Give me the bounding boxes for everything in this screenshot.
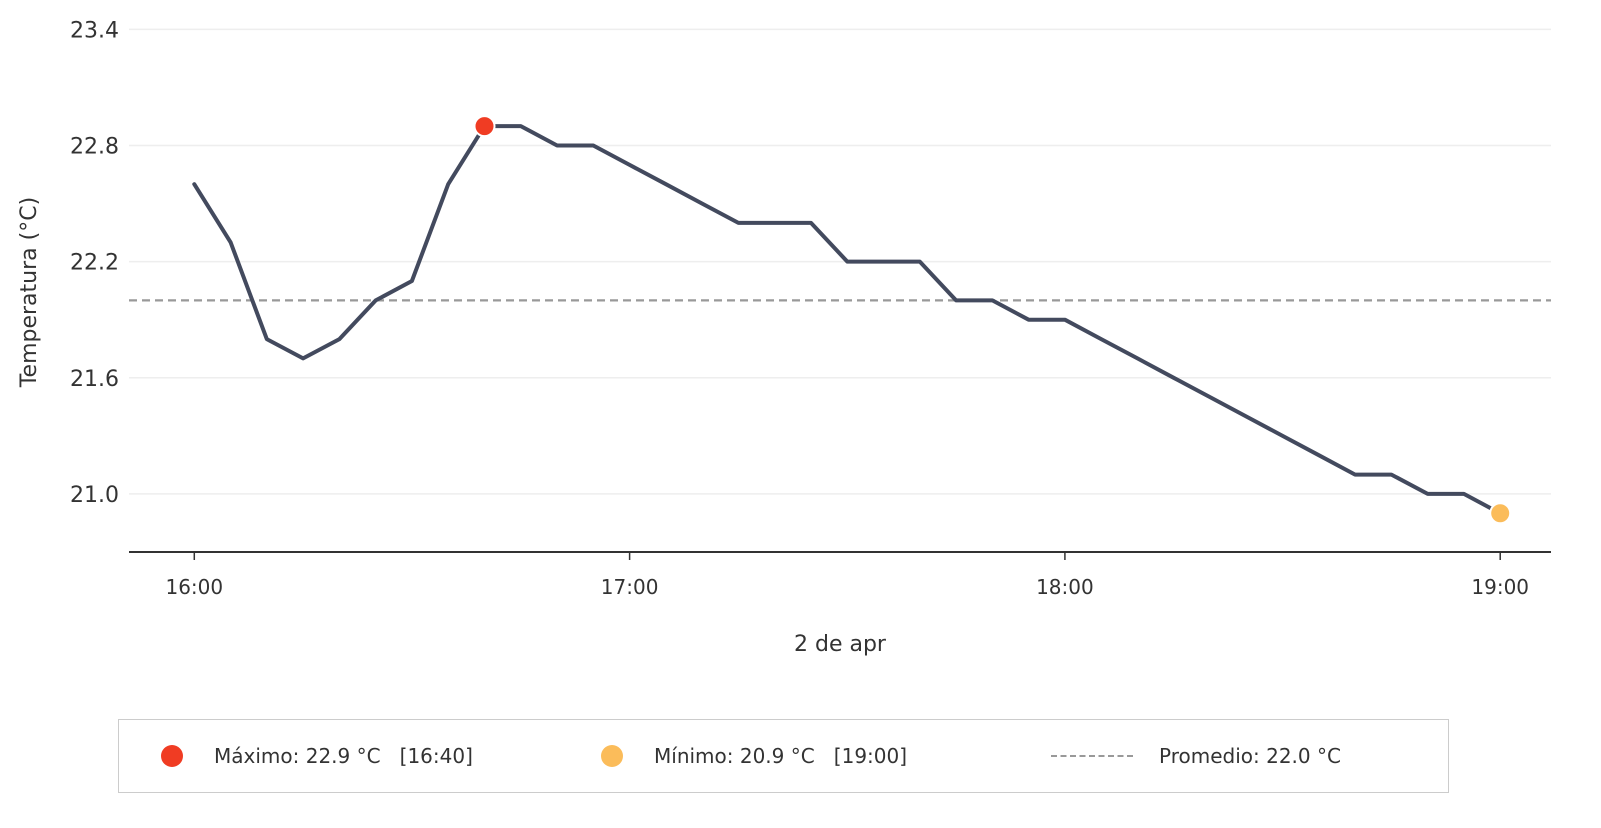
y-axis-label: Temperatura (°C) (17, 197, 42, 388)
legend-min-label: Mínimo: 20.9 °C [19:00] (654, 744, 908, 768)
legend-item-average: Promedio: 22.0 °C (1051, 720, 1341, 792)
min-point-marker (1489, 502, 1512, 525)
chart-legend: Máximo: 22.9 °C [16:40] Mínimo: 20.9 °C … (118, 719, 1449, 793)
legend-max-label: Máximo: 22.9 °C [16:40] (214, 744, 473, 768)
max-marker-icon (161, 745, 183, 767)
x-axis-ticks: 16:00 17:00 18:00 19:00 (165, 552, 1529, 599)
max-point-marker (473, 115, 496, 138)
y-tick-label: 22.2 (70, 251, 119, 276)
y-axis-ticks: 21.0 21.6 22.2 22.8 23.4 (70, 18, 119, 508)
legend-item-max: Máximo: 22.9 °C [16:40] (161, 720, 473, 792)
y-tick-label: 22.8 (70, 135, 119, 160)
legend-item-min: Mínimo: 20.9 °C [19:00] (601, 720, 907, 792)
x-tick-label: 18:00 (1036, 575, 1094, 599)
x-axis-label: 2 de apr (794, 632, 887, 657)
legend-average-label: Promedio: 22.0 °C (1159, 744, 1341, 768)
temperature-series-line (192, 124, 1503, 516)
min-marker-icon (601, 745, 623, 767)
average-dash-icon (1051, 755, 1133, 757)
gridlines (129, 28, 1551, 495)
y-tick-label: 21.6 (70, 367, 119, 392)
y-tick-label: 23.4 (70, 18, 119, 43)
x-tick-label: 17:00 (601, 575, 659, 599)
y-tick-label: 21.0 (70, 483, 119, 508)
x-tick-label: 19:00 (1471, 575, 1529, 599)
x-tick-label: 16:00 (165, 575, 223, 599)
